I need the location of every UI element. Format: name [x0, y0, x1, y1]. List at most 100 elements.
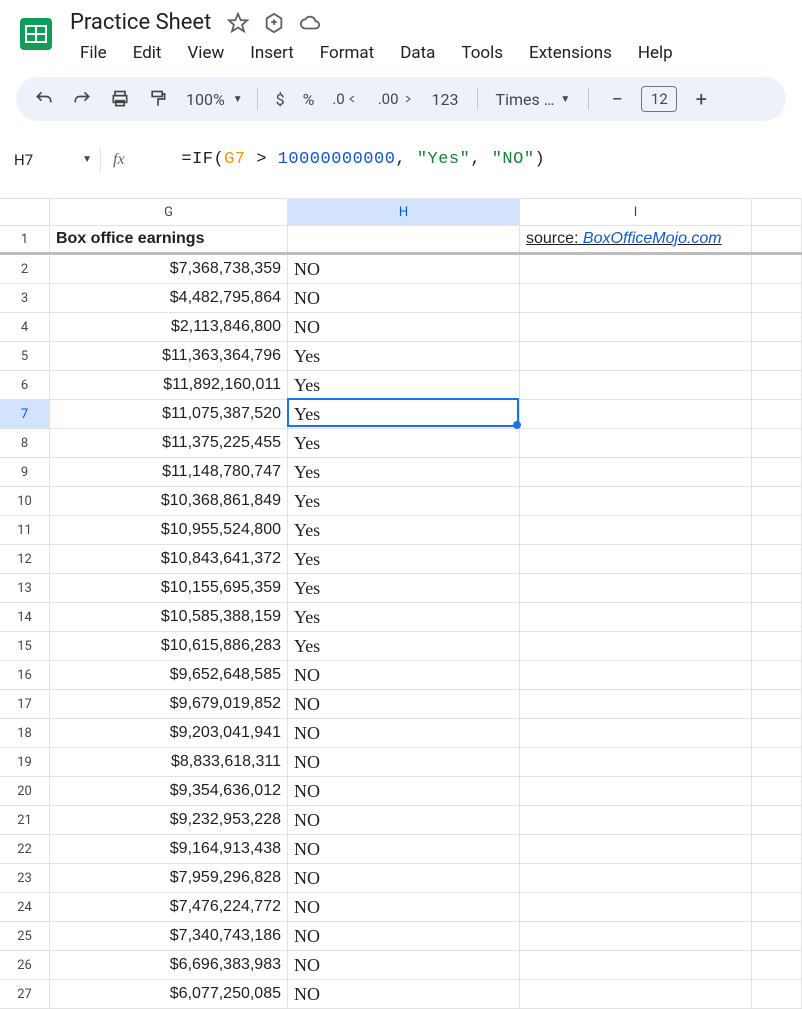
cell-extra[interactable]	[752, 458, 802, 487]
cell-g[interactable]: $7,340,743,186	[50, 922, 288, 951]
cell-i[interactable]	[520, 458, 752, 487]
row-header[interactable]: 19	[0, 748, 50, 777]
cell-g[interactable]: $4,482,795,864	[50, 284, 288, 313]
cell-extra[interactable]	[752, 893, 802, 922]
row-header[interactable]: 3	[0, 284, 50, 313]
cell-g[interactable]: $10,585,388,159	[50, 603, 288, 632]
cell-i[interactable]	[520, 661, 752, 690]
formula-bar[interactable]: =IF(G7 > 10000000000, "Yes", "NO")	[139, 131, 546, 188]
cell-g[interactable]: $10,368,861,849	[50, 487, 288, 516]
cell-extra[interactable]	[752, 429, 802, 458]
cell-i[interactable]	[520, 690, 752, 719]
cell-extra[interactable]	[752, 690, 802, 719]
cell-i[interactable]	[520, 864, 752, 893]
cell-g[interactable]: $9,354,636,012	[50, 777, 288, 806]
cell-g[interactable]: Box office earnings	[50, 226, 288, 252]
spreadsheet-grid[interactable]: G H I 1Box office earningssource: BoxOff…	[0, 199, 802, 1009]
doc-title[interactable]: Practice Sheet	[68, 8, 213, 37]
cell-h[interactable]: NO	[288, 835, 520, 864]
cell-i[interactable]	[520, 806, 752, 835]
menu-item-tools[interactable]: Tools	[449, 39, 515, 67]
row-header[interactable]: 24	[0, 893, 50, 922]
cell-extra[interactable]	[752, 719, 802, 748]
paint-format-button[interactable]	[144, 85, 172, 113]
cell-i[interactable]	[520, 574, 752, 603]
cell-extra[interactable]	[752, 922, 802, 951]
cell-i[interactable]	[520, 719, 752, 748]
cell-i[interactable]	[520, 371, 752, 400]
currency-format-button[interactable]: $	[272, 90, 289, 109]
cell-h[interactable]: NO	[288, 690, 520, 719]
cell-i[interactable]	[520, 835, 752, 864]
cell-g[interactable]: $7,368,738,359	[50, 255, 288, 284]
cell-g[interactable]: $6,077,250,085	[50, 980, 288, 1009]
select-all-corner[interactable]	[0, 199, 50, 225]
redo-button[interactable]	[68, 85, 96, 113]
menu-item-data[interactable]: Data	[388, 39, 447, 67]
cell-g[interactable]: $11,363,364,796	[50, 342, 288, 371]
cell-i[interactable]	[520, 777, 752, 806]
row-header[interactable]: 20	[0, 777, 50, 806]
row-header[interactable]: 1	[0, 226, 50, 252]
cell-h[interactable]: NO	[288, 951, 520, 980]
cell-extra[interactable]	[752, 777, 802, 806]
cell-g[interactable]: $11,075,387,520	[50, 400, 288, 429]
cell-i[interactable]	[520, 951, 752, 980]
cell-extra[interactable]	[752, 951, 802, 980]
cell-h[interactable]: NO	[288, 893, 520, 922]
cell-i[interactable]	[520, 748, 752, 777]
row-header[interactable]: 8	[0, 429, 50, 458]
cell-i[interactable]	[520, 284, 752, 313]
cell-h[interactable]: Yes	[288, 603, 520, 632]
cell-h[interactable]: Yes	[288, 516, 520, 545]
cell-extra[interactable]	[752, 371, 802, 400]
cell-i[interactable]	[520, 922, 752, 951]
cell-g[interactable]: $7,476,224,772	[50, 893, 288, 922]
menu-item-edit[interactable]: Edit	[121, 39, 174, 67]
row-header[interactable]: 26	[0, 951, 50, 980]
decrease-decimal-button[interactable]: .0	[328, 85, 363, 113]
cell-i[interactable]	[520, 603, 752, 632]
cell-h[interactable]: NO	[288, 748, 520, 777]
cell-g[interactable]: $7,959,296,828	[50, 864, 288, 893]
row-header[interactable]: 13	[0, 574, 50, 603]
row-header[interactable]: 12	[0, 545, 50, 574]
decrease-font-button[interactable]: −	[603, 85, 631, 113]
cell-g[interactable]: $10,155,695,359	[50, 574, 288, 603]
row-header[interactable]: 25	[0, 922, 50, 951]
cell-i[interactable]	[520, 342, 752, 371]
menu-item-file[interactable]: File	[68, 39, 119, 67]
cell-i[interactable]	[520, 516, 752, 545]
row-header[interactable]: 15	[0, 632, 50, 661]
cell-g[interactable]: $10,955,524,800	[50, 516, 288, 545]
cell-i[interactable]	[520, 313, 752, 342]
row-header[interactable]: 10	[0, 487, 50, 516]
cell-extra[interactable]	[752, 226, 802, 252]
cell-h[interactable]: NO	[288, 806, 520, 835]
cell-extra[interactable]	[752, 835, 802, 864]
cell-extra[interactable]	[752, 342, 802, 371]
column-header-h[interactable]: H	[288, 199, 520, 225]
cell-i[interactable]	[520, 429, 752, 458]
print-button[interactable]	[106, 85, 134, 113]
increase-decimal-button[interactable]: .00	[374, 85, 418, 113]
increase-font-button[interactable]: +	[687, 85, 715, 113]
cell-extra[interactable]	[752, 748, 802, 777]
cell-i[interactable]	[520, 487, 752, 516]
cell-h[interactable]: NO	[288, 719, 520, 748]
cell-extra[interactable]	[752, 806, 802, 835]
font-size-input[interactable]: 12	[641, 86, 677, 112]
cell-h[interactable]: NO	[288, 864, 520, 893]
cell-h[interactable]: Yes	[288, 400, 520, 429]
cell-g[interactable]: $9,652,648,585	[50, 661, 288, 690]
column-header-extra[interactable]	[752, 199, 802, 225]
cell-g[interactable]: $9,679,019,852	[50, 690, 288, 719]
cell-g[interactable]: $11,148,780,747	[50, 458, 288, 487]
cell-h[interactable]: Yes	[288, 545, 520, 574]
cell-h[interactable]: NO	[288, 980, 520, 1009]
cell-g[interactable]: $9,203,041,941	[50, 719, 288, 748]
move-icon[interactable]	[263, 12, 285, 34]
cell-extra[interactable]	[752, 980, 802, 1009]
undo-button[interactable]	[30, 85, 58, 113]
cell-h[interactable]: Yes	[288, 574, 520, 603]
